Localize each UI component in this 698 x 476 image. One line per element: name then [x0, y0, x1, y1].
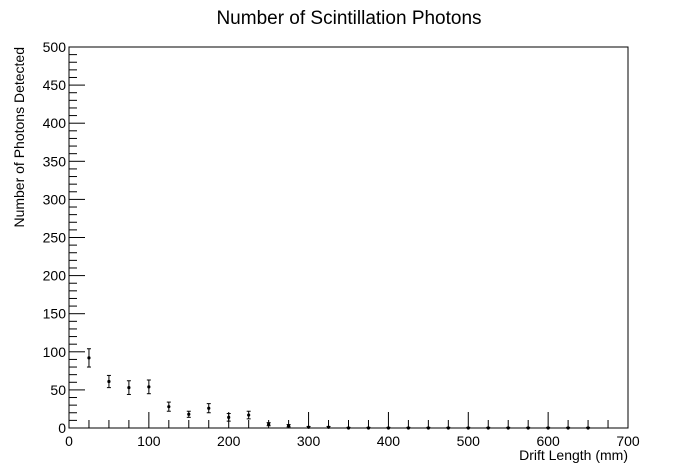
axes-group: 0 100 200 300 400 500 600 700 0 50 100 150 200 250 300…: [43, 39, 640, 449]
y-tick-label: 350: [43, 153, 67, 169]
data-point: [566, 426, 571, 430]
x-axis-label: Drift Length (mm): [519, 447, 628, 463]
data-marker: [586, 426, 590, 430]
data-point: [286, 424, 291, 428]
data-marker: [546, 426, 550, 430]
data-marker: [506, 426, 510, 430]
data-point: [546, 426, 551, 430]
data-point: [366, 426, 371, 430]
data-point: [306, 425, 311, 429]
data-marker: [127, 386, 131, 390]
y-tick-label: 400: [43, 115, 67, 131]
y-tick-label: 500: [43, 39, 67, 55]
data-marker: [207, 406, 211, 410]
data-point: [346, 426, 351, 430]
data-point: [166, 401, 171, 412]
x-tick-label: 200: [217, 433, 241, 449]
data-point: [526, 426, 531, 430]
data-point: [446, 426, 451, 430]
data-marker: [526, 426, 530, 430]
y-tick-label: 100: [43, 344, 67, 360]
data-marker: [247, 413, 251, 417]
data-marker: [426, 426, 430, 430]
data-point: [506, 426, 511, 430]
data-point: [326, 425, 331, 429]
data-marker: [386, 426, 391, 430]
data-point: [246, 410, 251, 420]
data-point: [126, 380, 131, 395]
y-tick-label: 0: [58, 420, 66, 436]
x-tick-label: 400: [377, 433, 401, 449]
plot-frame: [68, 46, 629, 429]
data-points-group: [86, 348, 591, 430]
data-marker: [366, 426, 371, 430]
data-marker: [287, 424, 291, 428]
y-axis-label: Number of Photons Detected: [11, 47, 27, 228]
data-marker: [346, 426, 351, 430]
y-tick-label: 200: [43, 268, 67, 284]
data-point: [486, 426, 491, 430]
data-marker: [107, 379, 111, 384]
data-marker: [446, 426, 450, 430]
data-point: [386, 426, 391, 430]
data-point: [586, 426, 591, 430]
data-marker: [227, 415, 231, 419]
x-tick-label: 700: [616, 433, 640, 449]
data-marker: [466, 426, 470, 430]
data-marker: [566, 426, 570, 430]
data-marker: [306, 425, 311, 429]
x-tick-label: 0: [65, 433, 73, 449]
data-point: [466, 426, 471, 430]
data-point: [406, 426, 411, 430]
x-tick-label: 300: [297, 433, 321, 449]
x-tick-label: 500: [457, 433, 481, 449]
x-tick-label: 100: [137, 433, 161, 449]
data-marker: [187, 412, 191, 416]
data-point: [426, 426, 431, 430]
data-marker: [147, 385, 151, 389]
y-tick-label: 250: [43, 230, 67, 246]
data-point: [106, 374, 111, 389]
data-point: [146, 379, 151, 395]
data-marker: [326, 425, 331, 429]
data-marker: [406, 426, 410, 430]
data-marker: [167, 405, 171, 409]
data-point: [186, 410, 191, 418]
data-marker: [87, 356, 91, 360]
y-tick-label: 300: [43, 191, 67, 207]
y-tick-label: 450: [43, 77, 67, 93]
data-point: [206, 403, 211, 414]
data-point: [226, 413, 231, 422]
data-point: [266, 422, 271, 427]
x-tick-label: 600: [536, 433, 560, 449]
data-point: [86, 348, 91, 368]
data-marker: [486, 426, 490, 430]
y-tick-label: 150: [43, 306, 67, 322]
chart-title: Number of Scintillation Photons: [216, 8, 481, 29]
data-marker: [267, 422, 271, 426]
y-tick-label: 50: [50, 382, 66, 398]
